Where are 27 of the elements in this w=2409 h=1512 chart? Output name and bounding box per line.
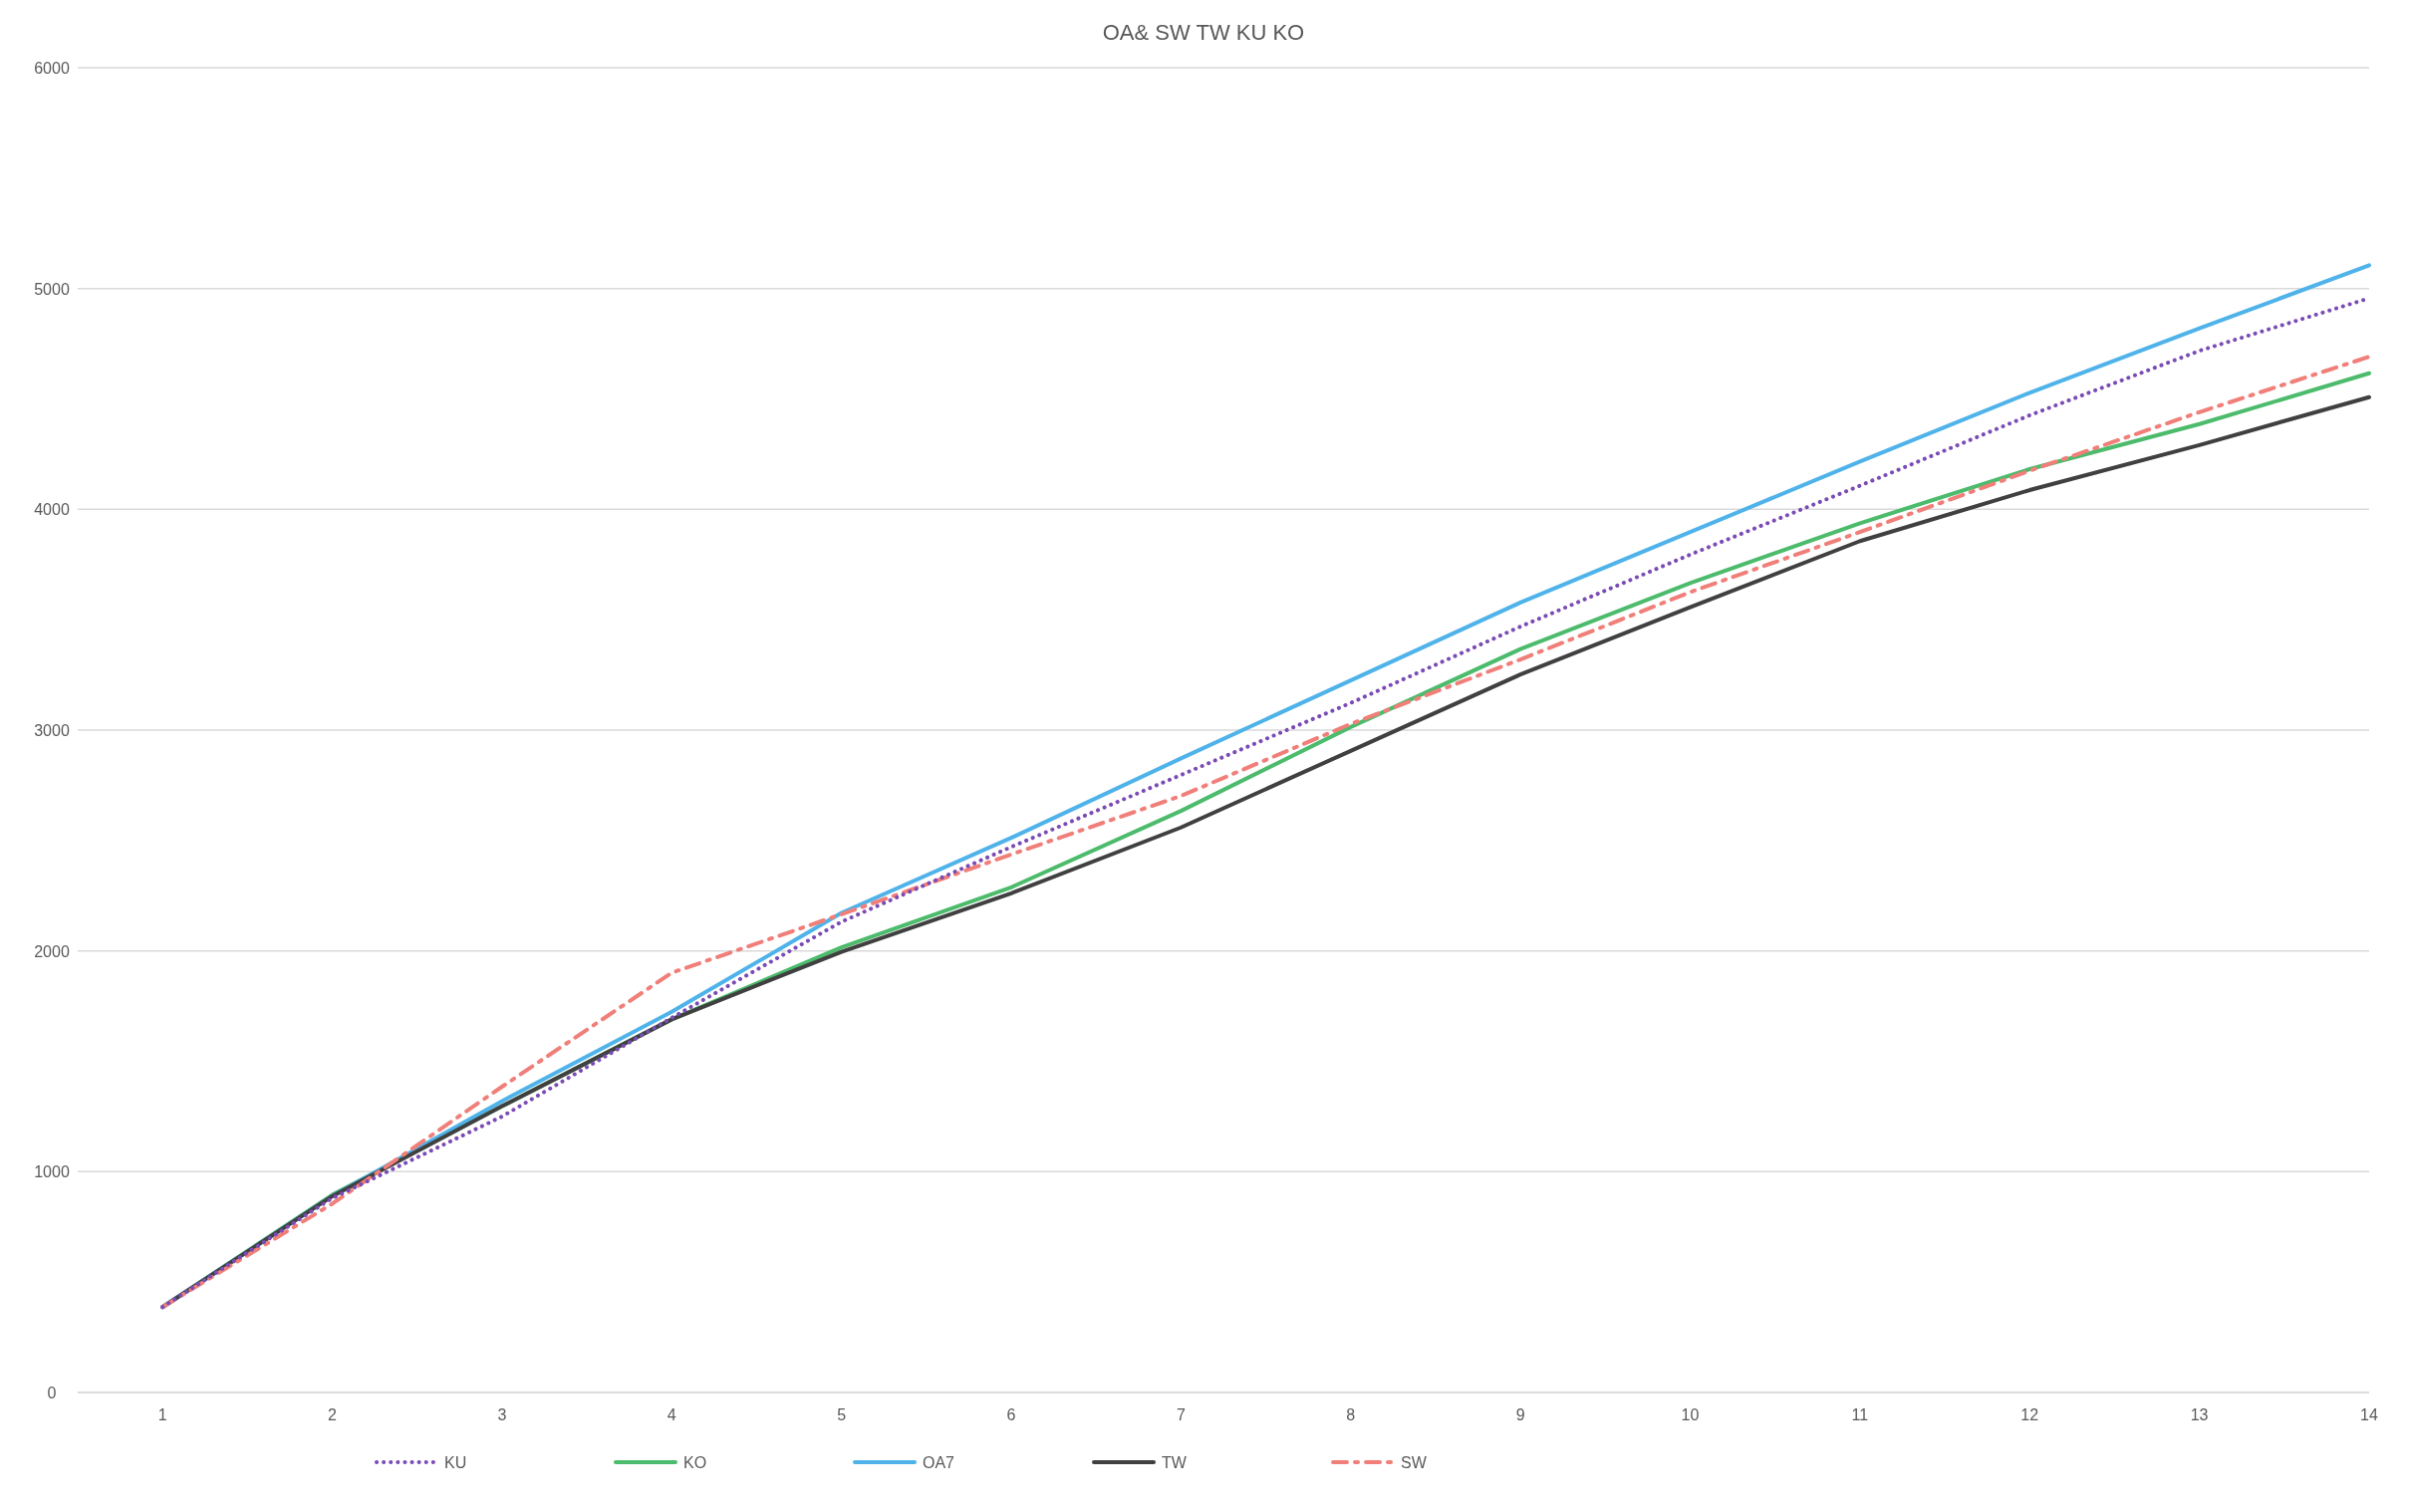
legend-label: SW (1401, 1454, 1428, 1471)
y-tick-label: 4000 (34, 501, 70, 519)
x-tick-label: 12 (2020, 1406, 2039, 1423)
x-tick-label: 9 (1515, 1406, 1525, 1423)
x-tick-label: 13 (2190, 1406, 2209, 1423)
legend-label: TW (1162, 1454, 1188, 1471)
x-tick-label: 5 (837, 1406, 847, 1423)
y-tick-label: 5000 (34, 280, 70, 298)
y-tick-label: 2000 (34, 942, 70, 960)
y-tick-label: 1000 (34, 1163, 70, 1181)
legend-label: KU (444, 1454, 467, 1471)
x-tick-label: 11 (1851, 1406, 1869, 1423)
x-tick-label: 6 (1006, 1406, 1016, 1423)
y-tick-label: 3000 (34, 722, 70, 739)
y-tick-label: 6000 (34, 60, 70, 77)
legend-label: OA7 (923, 1454, 955, 1471)
x-tick-label: 14 (2360, 1406, 2378, 1423)
x-tick-label: 8 (1346, 1406, 1356, 1423)
x-tick-label: 1 (157, 1406, 167, 1423)
x-tick-label: 10 (1681, 1406, 1700, 1423)
legend-label: KO (683, 1454, 707, 1471)
x-tick-label: 7 (1176, 1406, 1186, 1423)
chart-title: OA& SW TW KU KO (1102, 20, 1305, 45)
x-tick-label: 3 (497, 1406, 507, 1423)
y-tick-label: 0 (47, 1385, 57, 1401)
x-tick-label: 2 (328, 1406, 338, 1423)
x-tick-label: 4 (667, 1406, 676, 1423)
